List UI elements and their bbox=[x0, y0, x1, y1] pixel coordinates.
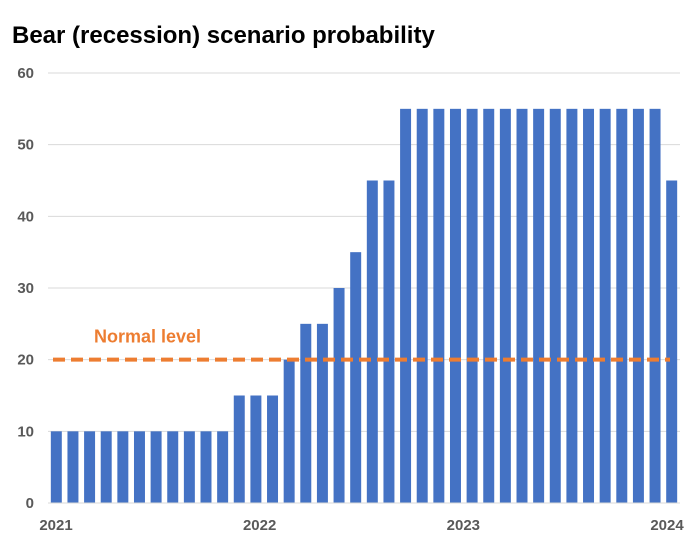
x-axis-tick-labels: 2021 2022 2023 2024 bbox=[39, 517, 684, 534]
bar bbox=[267, 395, 279, 503]
x-tick-label: 2022 bbox=[243, 517, 276, 534]
bar bbox=[233, 395, 245, 503]
bar bbox=[217, 431, 229, 503]
x-tick-label: 2021 bbox=[39, 517, 72, 534]
bar bbox=[133, 431, 145, 503]
bar bbox=[649, 108, 661, 503]
bar bbox=[499, 108, 511, 503]
bar bbox=[466, 108, 478, 503]
y-tick-label: 30 bbox=[17, 280, 34, 297]
y-tick-label: 20 bbox=[17, 352, 34, 369]
bar bbox=[599, 108, 611, 503]
chart-title: Bear (recession) scenario probability bbox=[12, 22, 435, 49]
bar bbox=[632, 108, 644, 503]
bar bbox=[483, 108, 495, 503]
bar bbox=[250, 395, 262, 503]
bar bbox=[333, 288, 345, 503]
x-tick-label: 2023 bbox=[447, 517, 480, 534]
bar bbox=[583, 108, 595, 503]
bar bbox=[67, 431, 79, 503]
y-tick-label: 60 bbox=[17, 65, 34, 82]
bar bbox=[300, 323, 312, 503]
bar bbox=[150, 431, 162, 503]
bar bbox=[366, 180, 378, 503]
bar bbox=[283, 359, 295, 503]
x-tick-label: 2024 bbox=[650, 517, 684, 534]
bar bbox=[566, 108, 578, 503]
bar bbox=[516, 108, 528, 503]
bar bbox=[167, 431, 179, 503]
bar bbox=[416, 108, 428, 503]
bar bbox=[316, 323, 328, 503]
bar bbox=[84, 431, 96, 503]
bar bbox=[50, 431, 62, 503]
y-axis-tick-labels: 0 10 20 30 40 50 60 bbox=[17, 65, 34, 512]
bar bbox=[350, 252, 362, 503]
y-tick-label: 0 bbox=[26, 495, 34, 512]
y-tick-label: 10 bbox=[17, 423, 34, 440]
bar bbox=[549, 108, 561, 503]
bar bbox=[183, 431, 195, 503]
bar bbox=[400, 108, 412, 503]
y-tick-label: 50 bbox=[17, 137, 34, 154]
bar bbox=[533, 108, 545, 503]
bar bbox=[616, 108, 628, 503]
bar bbox=[383, 180, 395, 503]
bar bbox=[449, 108, 461, 503]
bar bbox=[666, 180, 678, 503]
bar bbox=[200, 431, 212, 503]
reference-line-label: Normal level bbox=[94, 327, 201, 347]
bar bbox=[433, 108, 445, 503]
bars bbox=[50, 108, 678, 503]
y-tick-label: 40 bbox=[17, 208, 34, 225]
bar bbox=[100, 431, 112, 503]
bar bbox=[117, 431, 129, 503]
